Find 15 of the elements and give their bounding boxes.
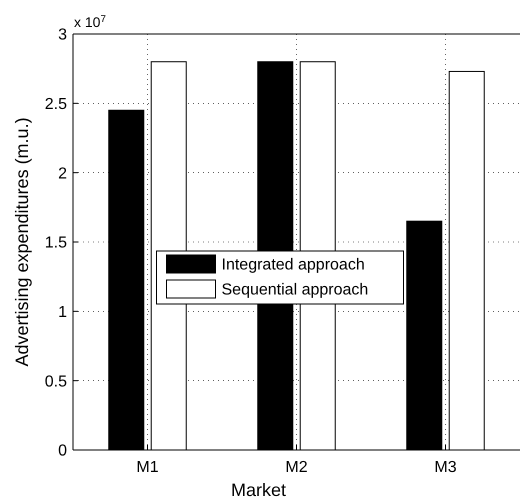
y-tick-label: 2.5 bbox=[44, 96, 68, 113]
y-tick-label: 3 bbox=[58, 26, 68, 44]
legend-label: Sequential approach bbox=[222, 282, 368, 299]
y-tick-label: 0.5 bbox=[44, 373, 68, 390]
x-axis-title: Market bbox=[230, 480, 286, 500]
y-tick-label: 1.5 bbox=[44, 234, 68, 252]
y-tick-label: 2 bbox=[58, 165, 68, 182]
x-tick-label: M3 bbox=[434, 459, 457, 476]
x-tick-label: M2 bbox=[285, 459, 308, 476]
y-tick-label: 1 bbox=[58, 304, 68, 321]
y-tick-label: 0 bbox=[58, 442, 68, 460]
x-tick-label: M1 bbox=[136, 459, 159, 476]
y-axis-title: Advertising expenditures (m.u.) bbox=[12, 117, 32, 367]
text: x 10$^{7}$ bbox=[74, 14, 106, 30]
legend-label: Integrated approach bbox=[222, 256, 365, 274]
